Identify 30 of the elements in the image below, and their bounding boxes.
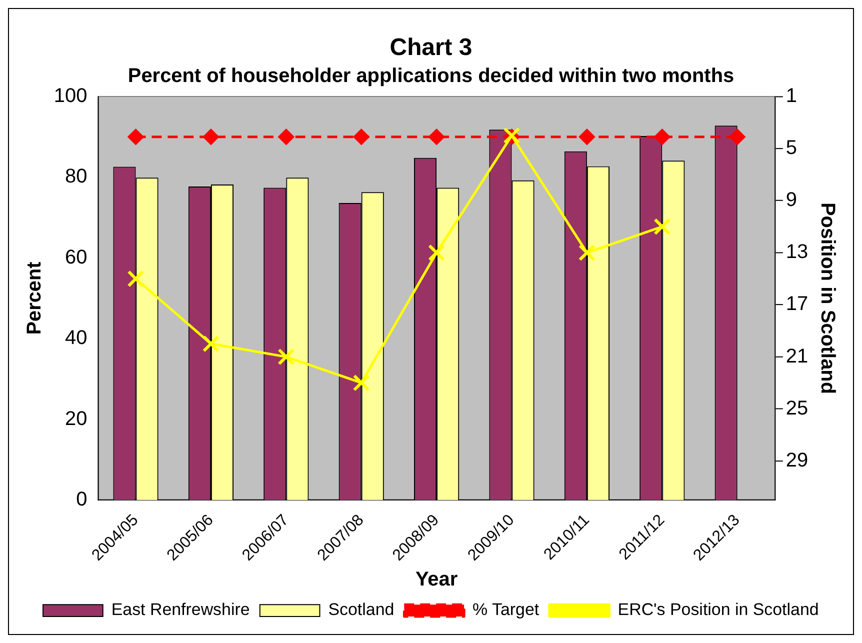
y2-tick-label: 13 — [786, 241, 808, 264]
x-axis-title: Year — [415, 568, 458, 591]
y2-axis-title: Position in Scotland — [816, 202, 839, 394]
chart-title: Chart 3 — [390, 34, 472, 61]
y2-tick-label: 21 — [786, 345, 808, 368]
y2-tick-label: 9 — [786, 189, 798, 212]
y-tick-label: 0 — [76, 488, 88, 510]
y-tick-label: 20 — [64, 408, 88, 430]
point — [352, 374, 370, 392]
point — [654, 218, 671, 236]
y-tick-label: 60 — [64, 246, 88, 268]
point — [278, 348, 295, 366]
point — [202, 335, 220, 352]
point — [428, 244, 446, 262]
legend-label: % Target — [472, 600, 540, 620]
y2-tick-label: 29 — [786, 449, 808, 472]
y-tick-label: 40 — [64, 327, 88, 350]
y-tick-label: 80 — [64, 166, 88, 188]
point — [127, 270, 144, 288]
y2-tick-label: 5 — [786, 137, 798, 160]
legend-label: East Renfrewshire — [111, 600, 250, 620]
y2-tick-label: 25 — [786, 397, 808, 420]
point — [578, 244, 596, 262]
legend-label: Scotland — [328, 600, 394, 620]
y2-tick-label: 1 — [786, 85, 798, 108]
y-tick-label: 100 — [54, 85, 88, 108]
chart-subtitle: Percent of householder applications decided within two months — [128, 65, 734, 88]
y2-tick-label: 17 — [786, 293, 808, 316]
legend-label: ERC's Position in Scotland — [618, 600, 819, 620]
y-axis-title: Percent — [23, 261, 46, 335]
